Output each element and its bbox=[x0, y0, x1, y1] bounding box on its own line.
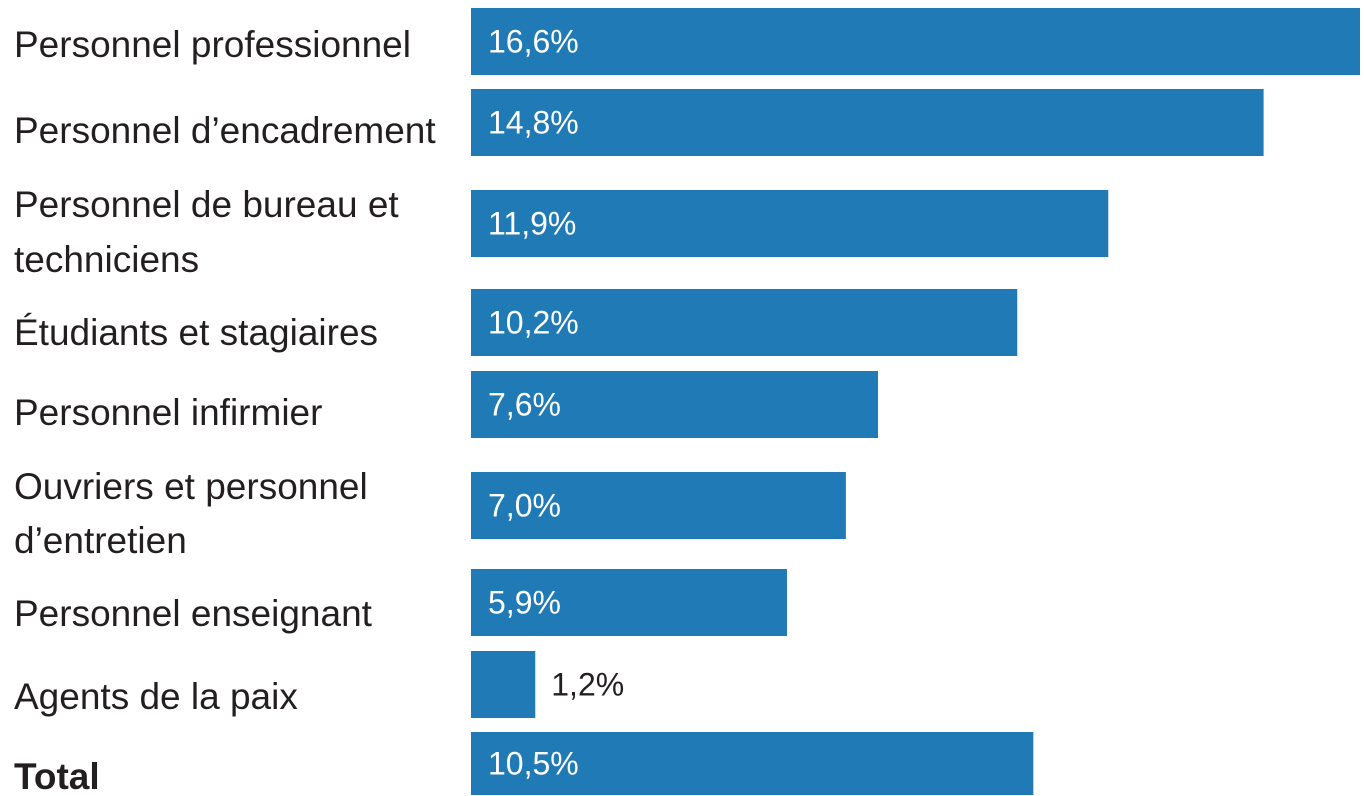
value-label: 5,9% bbox=[488, 585, 561, 621]
value-label: 10,5% bbox=[488, 746, 579, 782]
category-label: Ouvriers et personnel d’entretien bbox=[14, 466, 368, 561]
value-label: 16,6% bbox=[488, 24, 579, 60]
category-label: Personnel enseignant bbox=[14, 593, 373, 634]
bar bbox=[471, 651, 536, 718]
bar bbox=[471, 472, 846, 539]
value-label: 11,9% bbox=[488, 206, 576, 242]
value-label: 7,6% bbox=[488, 387, 561, 423]
bar bbox=[471, 732, 1034, 795]
value-label: 7,0% bbox=[488, 488, 561, 524]
bar bbox=[471, 190, 1109, 257]
bar bbox=[471, 8, 1360, 75]
category-label: Agents de la paix bbox=[14, 676, 298, 717]
category-label: Personnel infirmier bbox=[14, 392, 322, 433]
bar bbox=[471, 89, 1264, 156]
category-label: Personnel d’encadrement bbox=[14, 110, 436, 151]
value-label: 10,2% bbox=[488, 305, 579, 341]
category-label: Personnel professionnel bbox=[14, 24, 411, 65]
value-label: 14,8% bbox=[488, 105, 579, 141]
bar bbox=[471, 569, 787, 636]
category-label: Total bbox=[14, 756, 100, 796]
bar bbox=[471, 289, 1018, 356]
category-label: Personnel de bureau et techniciens bbox=[14, 184, 399, 280]
bar bbox=[471, 371, 879, 438]
category-label: Étudiants et stagiaires bbox=[14, 312, 378, 353]
value-label: 1,2% bbox=[551, 667, 624, 703]
